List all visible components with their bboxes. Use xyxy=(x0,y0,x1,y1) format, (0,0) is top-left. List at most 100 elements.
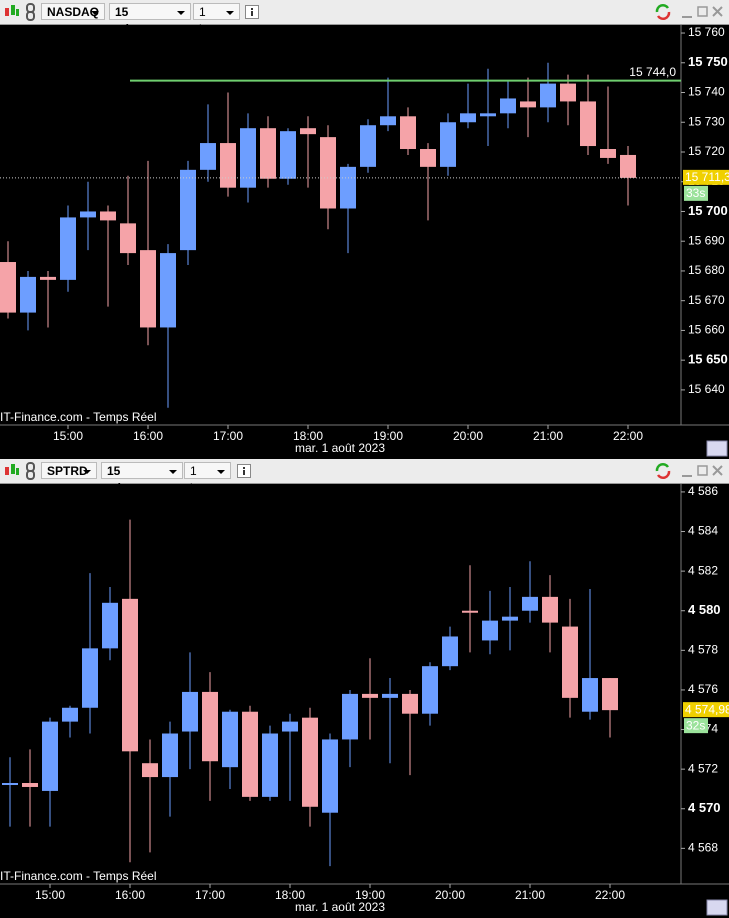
price-label: 15 711,3 xyxy=(685,170,729,184)
candle-body xyxy=(440,122,456,167)
info-button[interactable] xyxy=(237,464,251,478)
candle-body xyxy=(542,596,558,623)
countdown-box xyxy=(684,718,708,734)
candle-body xyxy=(362,693,378,698)
x-tick-label: 15:00 xyxy=(53,429,83,443)
x-tick-label: 21:00 xyxy=(533,429,563,443)
x-tick-label: 19:00 xyxy=(355,888,385,902)
price-box xyxy=(683,169,729,185)
candle-body xyxy=(120,223,136,254)
scroll-button xyxy=(706,440,728,457)
y-tick-label: 15 660 xyxy=(688,323,725,337)
candle-body xyxy=(442,636,458,667)
x-tick-label: 20:00 xyxy=(453,429,483,443)
candle-body xyxy=(340,166,356,209)
y-tick-label: 4 568 xyxy=(688,841,718,855)
candle-body xyxy=(500,98,516,114)
x-tick-label: 21:00 xyxy=(515,888,545,902)
candle-body xyxy=(422,666,438,714)
candle-body xyxy=(520,101,536,108)
link-icon[interactable] xyxy=(24,3,38,21)
y-tick-label: 4 572 xyxy=(688,761,718,775)
candle-body xyxy=(560,83,576,102)
symbol-select[interactable]: SPTRD xyxy=(41,462,97,479)
level-label: 15 744,0 xyxy=(629,65,676,79)
candle-body xyxy=(580,101,596,147)
y-tick-label: 4 584 xyxy=(688,524,718,538)
candle-body xyxy=(260,128,276,179)
candle-body xyxy=(460,113,476,123)
candle-body xyxy=(222,711,238,768)
candle-body xyxy=(282,721,298,732)
candle-body xyxy=(342,693,358,740)
source-label: IT-Finance.com - Temps Réel xyxy=(0,869,157,883)
y-tick-label: 15 640 xyxy=(688,382,725,396)
source-label: IT-Finance.com - Temps Réel xyxy=(0,410,157,424)
y-tick-label: 15 690 xyxy=(688,233,725,247)
candle-body xyxy=(582,678,598,712)
x-tick-label: 19:00 xyxy=(373,429,403,443)
scroll-button xyxy=(706,899,728,916)
interval-select[interactable]: 15 minutes xyxy=(109,3,191,36)
y-tick-label: 15 650 xyxy=(688,352,728,367)
interval-select[interactable]: 15 minutes xyxy=(101,462,183,495)
candle-body xyxy=(502,616,518,621)
window-buttons[interactable] xyxy=(654,462,729,480)
y-tick-label: 4 582 xyxy=(688,563,718,577)
toolbar: NASDAQ 15 minutes 1 jour xyxy=(0,0,729,36)
price-label: 4 574,98 xyxy=(685,702,729,716)
chart-type-icon[interactable] xyxy=(3,3,21,21)
chart-panel: NASDAQ 15 minutes 1 jour 15 760 15 750 15 … xyxy=(0,0,729,459)
x-tick-label: 22:00 xyxy=(595,888,625,902)
candle-body xyxy=(602,678,618,711)
y-tick-label: 15 700 xyxy=(688,203,728,218)
candle-body xyxy=(620,154,636,178)
y-tick-label: 4 570 xyxy=(688,800,721,815)
y-tick-label: 4 576 xyxy=(688,682,718,696)
candle-body xyxy=(262,733,278,797)
range-select[interactable]: 1 jour xyxy=(184,462,231,495)
candle-body xyxy=(380,116,396,126)
countdown-box xyxy=(684,185,708,201)
price-box xyxy=(683,702,729,718)
y-tick-label: 15 760 xyxy=(688,25,725,39)
candle-body xyxy=(600,149,616,158)
y-tick-label: 4 578 xyxy=(688,643,718,657)
symbol-select[interactable]: NASDAQ xyxy=(41,3,105,20)
candle-body xyxy=(540,83,556,108)
candle-body xyxy=(420,149,436,167)
candle-body xyxy=(240,128,256,188)
x-tick-label: 18:00 xyxy=(293,429,323,443)
candle-body xyxy=(220,143,236,188)
x-tick-label: 17:00 xyxy=(213,429,243,443)
candle-body xyxy=(80,211,96,218)
candle-body xyxy=(360,125,376,167)
candle-body xyxy=(180,169,196,251)
x-tick-label: 16:00 xyxy=(115,888,145,902)
countdown-label: 32s xyxy=(686,718,705,732)
y-tick-label: 15 720 xyxy=(688,144,725,158)
plot-background xyxy=(0,484,729,918)
range-select[interactable]: 1 jour xyxy=(193,3,240,36)
candle-body xyxy=(102,602,118,649)
y-tick-label: 15 740 xyxy=(688,85,725,99)
link-icon[interactable] xyxy=(24,462,38,480)
countdown-label: 33s xyxy=(686,186,705,200)
candle-body xyxy=(480,113,496,117)
candle-body xyxy=(400,116,416,150)
window-buttons[interactable] xyxy=(654,3,729,21)
chart-type-icon[interactable] xyxy=(3,462,21,480)
candle-body xyxy=(160,253,176,328)
candle-body xyxy=(20,276,36,313)
candle-body xyxy=(140,250,156,328)
candle-body xyxy=(482,620,498,641)
candle-body xyxy=(302,717,318,807)
info-button[interactable] xyxy=(245,5,259,19)
chart-panel: SPTRD 15 minutes 1 jour 4 586 4 584 4 582 4… xyxy=(0,459,729,918)
candle-body xyxy=(200,143,216,170)
y-tick-label: 15 750 xyxy=(688,54,728,69)
candle-body xyxy=(162,733,178,778)
candle-body xyxy=(22,783,38,787)
candle-body xyxy=(122,598,138,752)
